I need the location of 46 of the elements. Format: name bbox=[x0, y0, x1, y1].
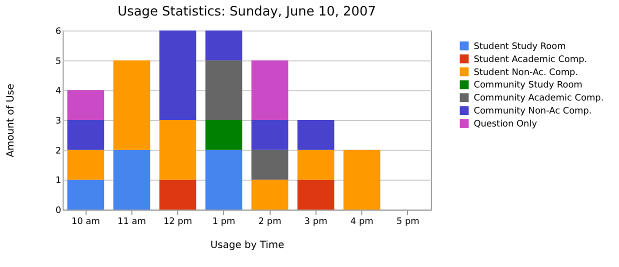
bar bbox=[297, 150, 334, 180]
bar bbox=[113, 150, 150, 210]
bar bbox=[251, 120, 288, 150]
legend-label: Question Only bbox=[474, 120, 538, 130]
bar bbox=[113, 60, 150, 150]
bar bbox=[159, 120, 196, 180]
x-tick-label: 10 am bbox=[72, 217, 100, 228]
x-tick-label: 11 am bbox=[118, 217, 146, 228]
bar bbox=[205, 120, 242, 150]
bar bbox=[159, 30, 196, 120]
bar bbox=[251, 150, 288, 180]
bar bbox=[67, 90, 104, 120]
legend-label: Student Non-Ac. Comp. bbox=[474, 68, 578, 78]
legend-label: Community Study Room bbox=[474, 80, 582, 91]
x-tick-label: 2 pm bbox=[258, 217, 282, 228]
x-tick-label: 3 pm bbox=[304, 217, 328, 228]
bar bbox=[67, 120, 104, 150]
legend-label: Community Academic Comp. bbox=[474, 94, 604, 104]
bar bbox=[159, 180, 196, 210]
bar bbox=[343, 150, 380, 210]
bar bbox=[251, 180, 288, 210]
bar bbox=[297, 120, 334, 150]
bar bbox=[67, 180, 104, 210]
legend-label: Student Study Room bbox=[474, 42, 566, 52]
x-axis-title: Usage by Time bbox=[210, 240, 284, 251]
x-tick-label: 1 pm bbox=[212, 217, 236, 228]
legend-label: Community Non-Ac Comp. bbox=[474, 106, 592, 117]
bar bbox=[205, 150, 242, 210]
bar bbox=[67, 150, 104, 180]
bar bbox=[251, 60, 288, 120]
bar bbox=[205, 30, 242, 60]
y-tick-label: 0 bbox=[56, 206, 62, 216]
x-tick-label: 4 pm bbox=[350, 217, 374, 228]
y-tick-label: 2 bbox=[56, 146, 62, 156]
x-tick-label: 12 pm bbox=[163, 217, 192, 228]
y-tick-label: 5 bbox=[56, 56, 62, 67]
bar bbox=[297, 180, 334, 210]
chart-title: Usage Statistics: Sunday, June 10, 2007 bbox=[118, 4, 376, 20]
y-tick-label: 4 bbox=[56, 86, 62, 97]
x-tick-label: 5 pm bbox=[396, 217, 420, 228]
y-axis-title: Amount of Use bbox=[6, 84, 17, 158]
y-tick-label: 1 bbox=[56, 176, 62, 186]
y-tick-label: 3 bbox=[56, 116, 62, 127]
bar bbox=[205, 60, 242, 120]
legend-label: Student Academic Comp. bbox=[474, 54, 588, 65]
y-tick-label: 6 bbox=[56, 26, 62, 37]
